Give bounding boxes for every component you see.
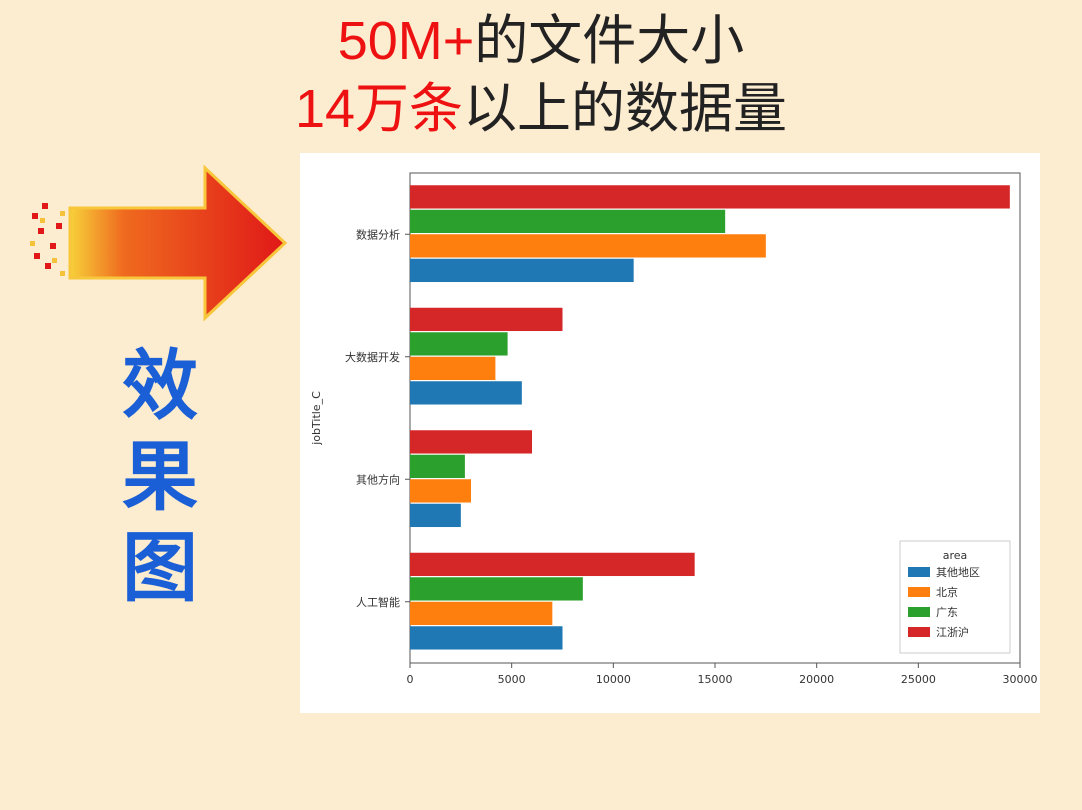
svg-text:20000: 20000 [799, 673, 834, 686]
bar [410, 504, 461, 527]
vertical-char-3: 图 [122, 523, 198, 614]
bar [410, 577, 583, 600]
svg-text:15000: 15000 [698, 673, 733, 686]
title-line-1: 50M+的文件大小 [0, 8, 1082, 76]
svg-text:江浙沪: 江浙沪 [936, 625, 969, 639]
title-block: 50M+的文件大小 14万条以上的数据量 [0, 0, 1082, 143]
bar [410, 357, 495, 380]
bar [410, 185, 1010, 208]
bar [410, 626, 563, 649]
svg-text:30000: 30000 [1003, 673, 1038, 686]
bar [410, 430, 532, 453]
svg-text:10000: 10000 [596, 673, 631, 686]
svg-text:广东: 广东 [936, 606, 958, 619]
bar [410, 381, 522, 404]
svg-text:其他地区: 其他地区 [936, 566, 980, 579]
arrow-icon [30, 153, 290, 333]
chart-panel: 0 5000 10000 15000 20000 25000 30000 数据分析大数据开发其… [300, 153, 1040, 713]
svg-text:北京: 北京 [936, 585, 958, 599]
svg-text:jobTitle_C: jobTitle_C [310, 391, 323, 446]
title-line-2: 14万条以上的数据量 [0, 76, 1082, 144]
bar [410, 455, 465, 478]
svg-text:数据分析: 数据分析 [356, 227, 400, 241]
title-line1-black: 的文件大小 [474, 11, 744, 71]
bar [410, 553, 695, 576]
bar [410, 479, 471, 502]
vertical-char-2: 果 [122, 432, 198, 523]
bar [410, 602, 552, 625]
legend: area 其他地区北京广东江浙沪 [900, 541, 1010, 653]
svg-text:其他方向: 其他方向 [356, 472, 400, 486]
svg-text:area: area [943, 549, 968, 562]
svg-text:大数据开发: 大数据开发 [345, 350, 400, 364]
title-line1-red: 50M+ [338, 11, 475, 71]
svg-text:0: 0 [407, 673, 414, 686]
vertical-label: 效 果 图 [122, 341, 198, 615]
bar [410, 234, 766, 257]
bar-chart: 0 5000 10000 15000 20000 25000 30000 数据分析大数据开发其… [300, 153, 1040, 713]
bar [410, 308, 563, 331]
bar [410, 259, 634, 282]
svg-text:25000: 25000 [901, 673, 936, 686]
svg-text:人工智能: 人工智能 [356, 595, 400, 609]
vertical-char-1: 效 [122, 341, 198, 432]
bar [410, 210, 725, 233]
left-column: 效 果 图 [30, 153, 290, 615]
bar [410, 332, 508, 355]
svg-text:5000: 5000 [498, 673, 526, 686]
title-line2-black: 以上的数据量 [463, 79, 787, 139]
title-line2-red: 14万条 [295, 79, 463, 139]
